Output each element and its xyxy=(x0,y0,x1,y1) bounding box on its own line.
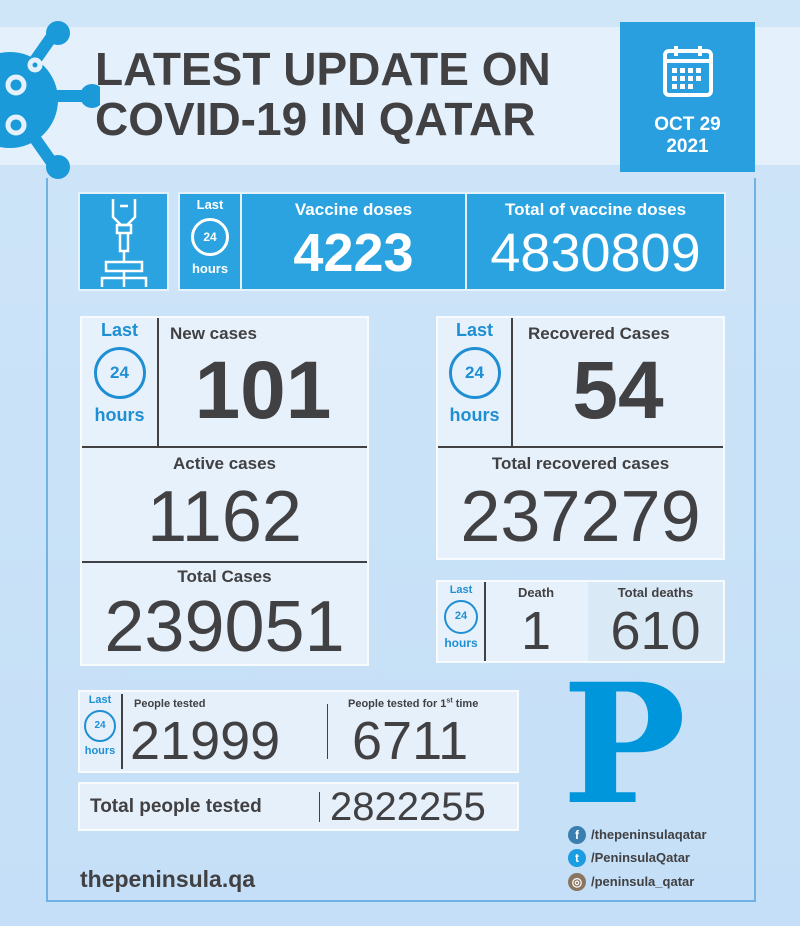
clock-number: 24 xyxy=(110,363,129,383)
tests-panel: Last 24 hours People tested 21999 People… xyxy=(78,690,519,773)
instagram-handle: /peninsula_qatar xyxy=(591,874,695,889)
hours-label: hours xyxy=(94,404,145,425)
total-recovered-label: Total recovered cases xyxy=(491,454,670,473)
total-cases-label: Total Cases xyxy=(177,567,272,586)
total-deaths-label: Total deaths xyxy=(617,585,694,600)
last-label: Last xyxy=(100,320,138,340)
total-deaths-value: 610 xyxy=(610,601,701,661)
vaccine-panel: Last 24 hours Vaccine doses 4223 Total o… xyxy=(178,192,726,291)
title-line-2: COVID-19 IN QATAR xyxy=(95,93,536,145)
clock-24-icon: 24 xyxy=(84,709,116,742)
first-time-value: 6711 xyxy=(352,711,469,771)
title-line-1: LATEST UPDATE ON xyxy=(95,43,551,95)
total-vaccine-label: Total of vaccine doses xyxy=(504,200,687,219)
vaccine-doses-label: Vaccine doses xyxy=(294,200,413,219)
virus-icon xyxy=(0,21,100,179)
last-label: Last xyxy=(196,197,224,212)
new-cases-label: New cases xyxy=(170,324,257,343)
people-tested-label: People tested xyxy=(134,698,206,710)
clock-number: 24 xyxy=(94,719,106,731)
website-link[interactable]: thepeninsula.qa xyxy=(80,866,256,892)
total-tested-value: 2822255 xyxy=(330,785,486,829)
clock-24-icon: 24 xyxy=(191,218,229,256)
last-24h-badge: Last 24 hours xyxy=(438,582,484,661)
vaccine-icon-box xyxy=(78,192,169,291)
hours-label: hours xyxy=(84,744,116,757)
vaccine-doses-value: 4223 xyxy=(293,223,414,283)
deaths-panel: Last 24 hours Death 1 Total deaths 610 xyxy=(436,580,725,663)
first-time-text: People tested for 1 xyxy=(348,698,447,710)
death-label: Death xyxy=(517,585,555,600)
peninsula-logo: P xyxy=(562,647,687,841)
last-24h-badge: Last 24 hours xyxy=(438,318,511,446)
active-cases-value: 1162 xyxy=(147,477,302,557)
last-24h-badge: Last 24 hours xyxy=(82,318,157,446)
clock-number: 24 xyxy=(203,230,217,244)
clock-24-icon: 24 xyxy=(448,346,501,399)
date-month-day: OCT 29 xyxy=(654,114,721,135)
total-deaths-bg xyxy=(588,582,723,661)
clock-number: 24 xyxy=(465,363,484,383)
total-cases-value: 239051 xyxy=(104,587,345,667)
divider xyxy=(484,582,486,661)
twitter-link[interactable]: t/PeninsulaQatar xyxy=(568,849,690,867)
last-label: Last xyxy=(88,694,112,706)
last-label: Last xyxy=(455,320,493,340)
total-tested-panel: Total people tested 2822255 xyxy=(78,782,519,831)
facebook-link[interactable]: f/thepeninsulaqatar xyxy=(568,826,707,844)
clock-24-icon: 24 xyxy=(93,346,146,399)
divider xyxy=(82,446,367,448)
hours-label: hours xyxy=(444,635,478,650)
divider xyxy=(511,318,513,446)
clock-24-icon: 24 xyxy=(444,599,478,634)
divider xyxy=(121,694,123,769)
facebook-handle: /thepeninsulaqatar xyxy=(591,827,707,842)
divider xyxy=(438,446,723,448)
hours-label: hours xyxy=(449,404,500,425)
date-box: OCT 29 2021 xyxy=(620,22,755,172)
twitter-handle: /PeninsulaQatar xyxy=(591,850,690,865)
page-title: LATEST UPDATE ON COVID-19 IN QATAR xyxy=(95,44,610,144)
twitter-icon: t xyxy=(568,849,586,867)
last-24h-badge: Last 24 hours xyxy=(180,194,242,289)
first-time-suffix: time xyxy=(452,698,479,710)
hours-label: hours xyxy=(191,261,229,276)
calendar-icon xyxy=(663,46,713,97)
divider xyxy=(157,318,159,446)
death-value: 1 xyxy=(520,601,552,661)
clock-number: 24 xyxy=(454,610,468,623)
total-tested-label: Total people tested xyxy=(90,796,262,817)
total-vaccine-value: 4830809 xyxy=(490,223,701,283)
syringe-icon xyxy=(100,199,148,287)
content-frame xyxy=(46,178,756,902)
first-time-sup: st xyxy=(446,697,453,705)
new-cases-value: 101 xyxy=(194,345,332,436)
instagram-link[interactable]: ◎ /peninsula_qatar xyxy=(568,873,694,891)
cases-panel: Last 24 hours New cases 101 Active cases… xyxy=(80,316,369,666)
recovered-value: 54 xyxy=(572,345,664,436)
first-time-label: People tested for 1st time xyxy=(348,697,478,711)
date-year: 2021 xyxy=(666,136,709,157)
people-tested-value: 21999 xyxy=(130,711,281,771)
recovered-label: Recovered Cases xyxy=(528,324,670,343)
divider xyxy=(82,561,367,563)
active-cases-label: Active cases xyxy=(172,454,277,473)
instagram-icon: ◎ xyxy=(568,873,586,891)
divider xyxy=(319,792,320,822)
divider xyxy=(465,194,467,289)
last-24h-badge: Last 24 hours xyxy=(80,692,120,771)
total-recovered-value: 237279 xyxy=(460,477,701,557)
last-label: Last xyxy=(449,584,473,596)
recovered-panel: Last 24 hours Recovered Cases 54 Total r… xyxy=(436,316,725,560)
facebook-icon: f xyxy=(568,826,586,844)
divider xyxy=(327,704,328,759)
